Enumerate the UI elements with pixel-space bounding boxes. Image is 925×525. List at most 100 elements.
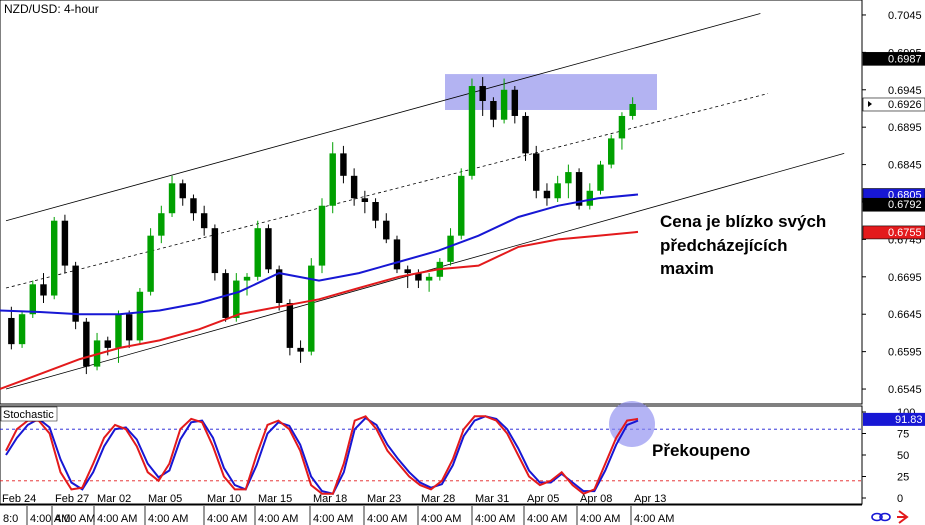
time-label: 4:00 AM — [258, 513, 298, 525]
date-label: Mar 02 — [97, 493, 131, 505]
annotation-line-2: předcházejících — [660, 236, 788, 255]
candle-body — [629, 103, 636, 116]
date-label: Mar 28 — [421, 493, 455, 505]
price-tick-label: 0.6595 — [888, 347, 922, 359]
candle-body — [350, 175, 358, 199]
candle-body — [618, 115, 626, 139]
candle-body — [308, 265, 315, 352]
candle-body — [147, 235, 154, 292]
date-label: Mar 15 — [258, 493, 292, 505]
stochastic-current-bg — [863, 412, 925, 426]
candle-body — [104, 340, 111, 348]
price-tick-label: 0.6945 — [888, 85, 922, 97]
candle-body — [511, 89, 519, 116]
candle-body — [404, 269, 411, 274]
stochastic-tick-label: 0 — [897, 493, 903, 505]
candle-body — [136, 291, 144, 341]
price-tick-label: 0.6845 — [888, 160, 922, 172]
price-flag-bg — [862, 197, 925, 212]
current-price-marker — [868, 100, 872, 107]
candle-body — [415, 273, 422, 281]
stochastic-title: Stochastic — [3, 409, 54, 421]
scroll-arrow-icon[interactable] — [897, 510, 909, 524]
candle-body — [543, 190, 551, 199]
candle-body — [554, 183, 561, 199]
price-panel: NZD/USD: 4-hour Cena je blízko svých pře… — [0, 0, 863, 405]
channel-middle-line — [5, 93, 769, 289]
candle-body — [458, 175, 465, 236]
time-label: 4:00 AM — [634, 513, 674, 525]
candle-body — [83, 321, 90, 367]
candle-body — [597, 164, 604, 191]
candle-body — [286, 303, 294, 348]
candle-body — [372, 202, 379, 221]
candle-body — [468, 86, 476, 176]
price-flag-label: 0.6926 — [888, 99, 922, 111]
candle-body — [329, 153, 336, 206]
candle-body — [565, 172, 572, 184]
date-label: Feb 24 — [2, 493, 36, 505]
annotation-line-1: Cena je blízko svých — [660, 212, 826, 231]
price-flag-label: 0.6792 — [888, 199, 922, 211]
candle-body — [211, 228, 219, 274]
date-label: Mar 05 — [148, 493, 182, 505]
candle-body — [447, 235, 454, 262]
candle-body — [233, 280, 240, 318]
candle-body — [383, 220, 390, 240]
time-label: 4:00 AM — [313, 513, 353, 525]
time-axis: Feb 24 Feb 27 Mar 02 Mar 05 Mar 10 Mar 15 Mar … — [0, 493, 862, 525]
candle-body — [500, 89, 508, 120]
candle-body — [318, 205, 326, 266]
annotation-line-3: maxim — [660, 259, 714, 278]
candle-body — [8, 317, 15, 345]
price-panel-frame — [0, 0, 863, 405]
candle-body — [72, 265, 79, 322]
ema-blue-line — [0, 193, 639, 316]
time-label: 4:00 AM — [148, 513, 188, 525]
candle-body — [200, 213, 208, 229]
candle-body — [168, 183, 176, 214]
link-icon[interactable] — [871, 512, 891, 522]
time-label: 4:00 AM — [97, 513, 137, 525]
candle-body — [393, 239, 401, 270]
date-label: Mar 18 — [313, 493, 347, 505]
candle-body — [61, 220, 69, 266]
candle-body — [158, 213, 165, 236]
price-flag-bg — [862, 97, 925, 112]
date-label: Apr 05 — [527, 493, 559, 505]
chart-title-bg — [1, 1, 99, 17]
price-flag-label: 0.6987 — [888, 53, 922, 65]
candle-body — [254, 228, 261, 277]
candle-body — [50, 220, 58, 296]
candle-body — [190, 198, 197, 214]
stochastic-tick-label: 25 — [897, 472, 909, 484]
candle-body — [361, 198, 369, 202]
candle-body — [40, 284, 47, 296]
price-tick-label: 0.7045 — [888, 10, 922, 22]
stochastic-k-line — [5, 415, 639, 495]
price-tick-label: 0.6695 — [888, 272, 922, 284]
date-label: Mar 10 — [207, 493, 241, 505]
time-label: 4:00 AM — [367, 513, 407, 525]
candle-body — [522, 115, 529, 154]
candle-body — [179, 183, 186, 199]
candle-body — [275, 269, 283, 303]
channel-upper-line — [5, 13, 761, 222]
date-label: Apr 08 — [580, 493, 612, 505]
date-label: Mar 23 — [367, 493, 401, 505]
stochastic-annotation: Překoupeno — [652, 441, 750, 460]
stochastic-axis: 100755025091.83 — [862, 407, 925, 505]
candle-body — [297, 347, 304, 352]
price-flag-bg — [862, 225, 925, 240]
time-label: 4:00 AM — [475, 513, 515, 525]
time-label: 4:00 AM — [527, 513, 567, 525]
chart-title: NZD/USD: 4-hour — [4, 2, 99, 16]
time-label: 4:00 AM — [580, 513, 620, 525]
date-label: Apr 13 — [634, 493, 666, 505]
candle-body — [125, 314, 133, 341]
price-tick-label: 0.6895 — [888, 122, 922, 134]
stochastic-tick-label: 50 — [897, 450, 909, 462]
resistance-zone — [445, 74, 657, 110]
date-label: Feb 27 — [55, 493, 89, 505]
